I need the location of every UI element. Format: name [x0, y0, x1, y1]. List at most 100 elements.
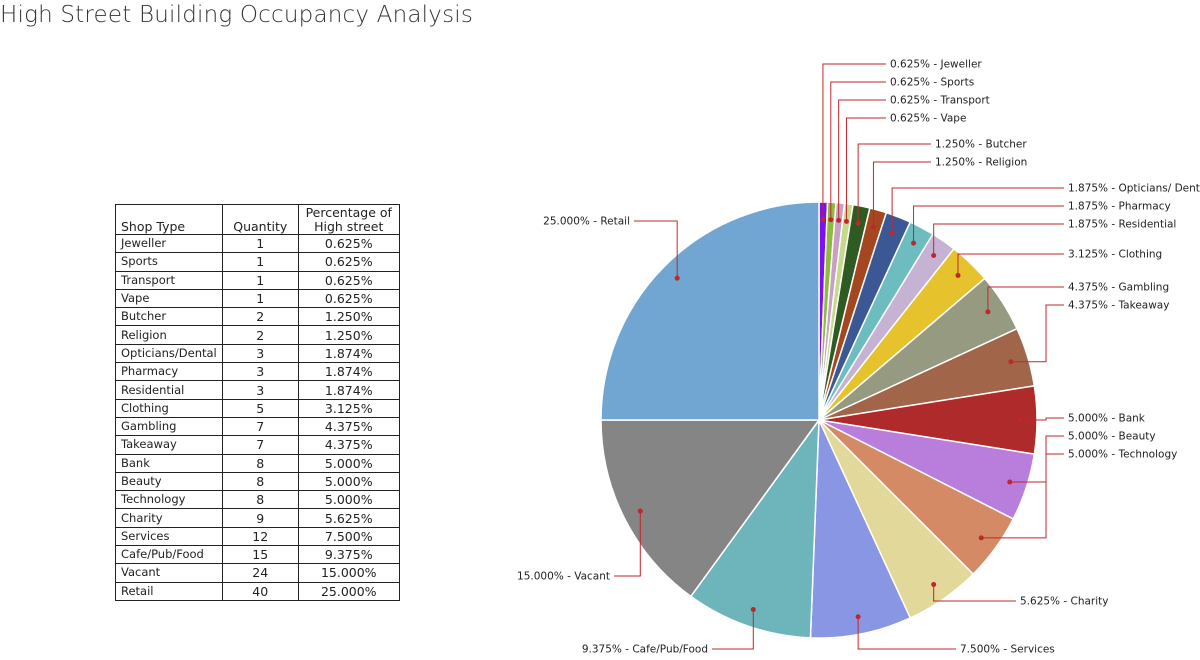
slice-label: 5.000% - Beauty — [1068, 431, 1156, 443]
cell-shop-type: Technology — [115, 490, 223, 510]
cell-percentage: 5.000% — [297, 471, 400, 492]
slice-label: 1.875% - Residential — [1068, 219, 1176, 231]
table-row: Gambling 7 4.375% — [115, 416, 400, 437]
cell-percentage: 0.625% — [297, 288, 400, 309]
cell-percentage: 0.625% — [297, 233, 400, 254]
leader-dot — [750, 606, 756, 612]
cell-percentage: 3.125% — [297, 398, 400, 418]
cell-percentage: 0.625% — [297, 252, 400, 272]
table-row: Butcher 2 1.250% — [115, 307, 400, 327]
leader-dot — [674, 275, 680, 281]
slice-label: 3.125% - Clothing — [1068, 249, 1162, 261]
leader-line — [712, 609, 754, 650]
leader-dot — [637, 508, 643, 514]
leader-dot — [828, 217, 834, 223]
cell-shop-type: Cafe/Pub/Food — [115, 545, 223, 565]
slice-label: 1.250% - Religion — [935, 157, 1027, 169]
cell-shop-type: Gambling — [115, 416, 223, 437]
table-row: Pharmacy 3 1.874% — [115, 362, 400, 382]
leader-line — [634, 220, 678, 279]
pie-slice-cafe-pub-food — [689, 417, 820, 639]
slice-label: 1.875% - Opticians/ Dental — [1068, 183, 1200, 195]
cell-percentage: 0.625% — [297, 270, 400, 290]
table-row: Technology 8 5.000% — [115, 490, 400, 510]
leader-dot — [855, 614, 861, 620]
cell-shop-type: Sports — [115, 252, 223, 272]
leader-line — [913, 205, 1064, 244]
table-row: Retail 40 25.000% — [115, 581, 400, 601]
pie-slice-services — [809, 419, 912, 639]
slice-label: 9.375% - Cafe/Pub/Food — [582, 644, 708, 656]
leader-line — [1010, 304, 1064, 363]
cell-percentage: 15.000% — [297, 563, 400, 583]
leader-dot — [836, 217, 842, 223]
occupancy-table: Shop Type Quantity Percentage of High st… — [115, 204, 400, 601]
table-row: Cafe/Pub/Food 15 9.375% — [115, 545, 400, 565]
table-row: Vape 1 0.625% — [115, 288, 400, 309]
leader-dot — [1008, 359, 1014, 365]
cell-percentage: 9.375% — [297, 545, 400, 565]
leader-dot — [985, 309, 991, 315]
leader-dot — [978, 535, 984, 541]
leader-dot — [870, 224, 876, 230]
leader-line — [981, 453, 1064, 539]
leader-dot — [931, 252, 937, 258]
cell-percentage: 5.000% — [297, 490, 400, 510]
cell-quantity: 40 — [221, 581, 299, 601]
slice-label: 5.625% - Charity — [1020, 596, 1109, 608]
slice-label: 5.000% - Technology — [1068, 449, 1177, 461]
cell-shop-type: Butcher — [115, 307, 223, 327]
slice-label: 1.250% - Butcher — [935, 139, 1027, 151]
leader-dot — [911, 240, 917, 246]
slice-label: 5.000% - Bank — [1068, 413, 1146, 425]
pie-slice-retail — [600, 201, 820, 421]
table-row: Vacant 24 15.000% — [115, 563, 400, 583]
table-row: Transport 1 0.625% — [115, 270, 400, 290]
cell-shop-type: Opticians/Dental — [115, 343, 223, 364]
leader-line — [891, 187, 1064, 234]
leader-line — [1019, 417, 1064, 421]
leader-line — [838, 99, 886, 221]
table-row: Beauty 8 5.000% — [115, 471, 400, 492]
slice-label: 7.500% - Services — [960, 644, 1055, 656]
header-quantity: Quantity — [221, 204, 299, 235]
leader-line — [987, 286, 1064, 312]
leader-dot — [855, 220, 861, 226]
cell-percentage: 25.000% — [297, 581, 400, 601]
leader-line — [933, 223, 1064, 256]
leader-dot — [931, 582, 937, 588]
leader-line — [822, 63, 886, 220]
leader-dot — [1007, 479, 1013, 485]
leader-dot — [889, 230, 895, 236]
leader-line — [614, 511, 641, 577]
cell-shop-type: Retail — [115, 581, 223, 601]
leader-line — [857, 616, 956, 650]
page-title: High Street Building Occupancy Analysis — [0, 2, 474, 28]
header-percentage: Percentage of High street — [297, 204, 400, 235]
slice-label: 0.625% - Transport — [890, 95, 990, 107]
table-row: Jeweller 1 0.625% — [115, 233, 400, 254]
leader-line — [830, 81, 886, 220]
leader-line — [933, 584, 1016, 602]
slice-label: 0.625% - Vape — [890, 113, 966, 125]
slice-label: 25.000% - Retail — [543, 216, 630, 228]
table-row: Services 12 7.500% — [115, 526, 400, 547]
slice-label: 15.000% - Vacant — [517, 571, 610, 583]
leader-dot — [1017, 417, 1023, 423]
leader-line — [857, 143, 931, 224]
cell-shop-type: Transport — [115, 270, 223, 290]
slice-label: 1.875% - Pharmacy — [1068, 201, 1171, 213]
cell-shop-type: Beauty — [115, 471, 223, 492]
cell-shop-type: Takeaway — [115, 435, 223, 455]
slice-label: 4.375% - Gambling — [1068, 282, 1169, 294]
leader-line — [872, 161, 931, 227]
slice-label: 0.625% - Sports — [890, 77, 974, 89]
pie-slice-vacant — [600, 419, 821, 598]
leader-line — [845, 117, 886, 222]
slice-label: 4.375% - Takeaway — [1068, 300, 1169, 312]
cell-shop-type: Jeweller — [115, 233, 223, 254]
leader-dot — [955, 272, 961, 278]
leader-dot — [843, 218, 849, 224]
table-row: Opticians/Dental 3 1.874% — [115, 343, 400, 364]
